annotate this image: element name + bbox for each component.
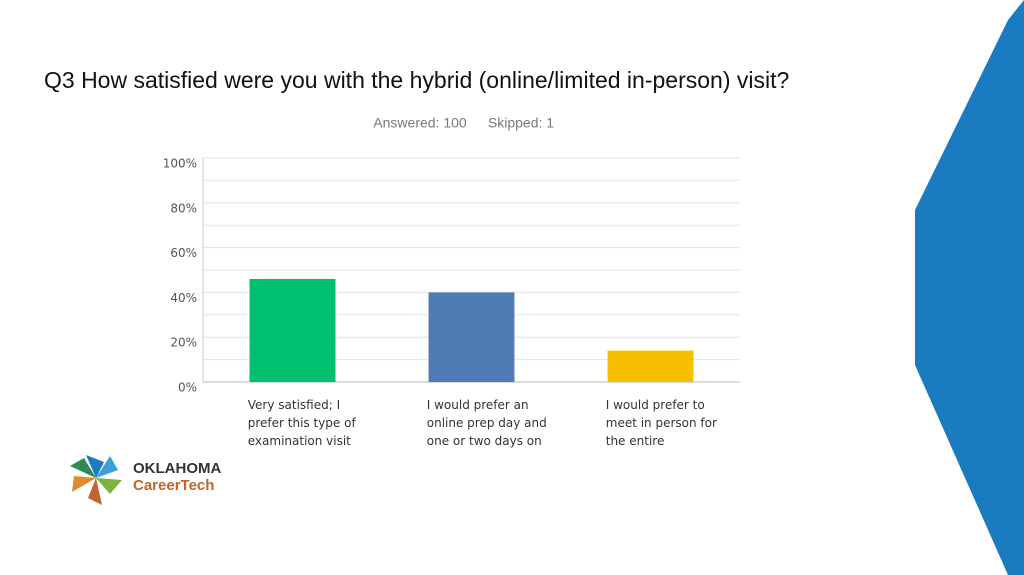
y-tick-label: 60%	[170, 246, 197, 260]
logo-mark	[70, 455, 122, 505]
logo-line1: OKLAHOMA	[133, 460, 221, 477]
y-tick-label: 100%	[163, 157, 197, 171]
decor-shape	[915, 0, 1024, 575]
logo-line2: CareerTech	[133, 477, 214, 494]
y-tick-label: 40%	[170, 291, 197, 305]
slide-title: Q3 How satisfied were you with the hybri…	[44, 67, 789, 93]
skipped: Skipped: 1	[488, 115, 554, 131]
y-tick-label: 80%	[170, 201, 197, 215]
answered: Answered: 100	[373, 115, 467, 131]
bar	[428, 292, 515, 382]
x-tick-label: I would prefer to meet in person for the…	[605, 398, 717, 448]
bar	[607, 350, 694, 382]
x-tick-label: I would prefer an online prep day and on…	[426, 398, 547, 448]
y-tick-label: 20%	[170, 336, 197, 350]
x-tick-label: Very satisfied; I prefer this type of ex…	[247, 398, 356, 448]
y-tick-label: 0%	[178, 381, 197, 395]
bar	[249, 278, 336, 382]
